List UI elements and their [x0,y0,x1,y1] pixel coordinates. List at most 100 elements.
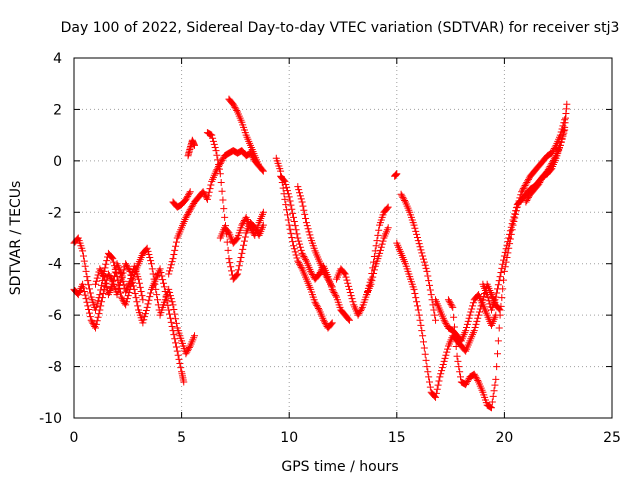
data-point [298,198,306,206]
data-point [171,335,179,343]
data-point [420,344,428,352]
data-point [84,277,92,285]
data-point [344,279,352,287]
data-point [102,260,110,268]
y-tick-label: -4 [48,257,62,273]
data-point [326,278,334,286]
data-point [327,320,335,328]
data-point [282,201,290,209]
data-point [325,277,333,285]
data-point [467,308,475,316]
data-point [160,283,168,291]
data-point [522,180,530,188]
data-point [453,352,461,360]
data-point [184,192,192,200]
data-point [191,332,199,340]
data-point [419,255,427,263]
data-point [123,295,131,303]
data-point [466,311,474,319]
data-point [469,302,477,310]
data-point [296,192,304,200]
data-point [174,351,182,359]
data-point [301,254,309,262]
data-point [153,296,161,304]
data-point [286,225,294,233]
data-point [167,261,175,269]
data-point [373,237,381,245]
data-point [345,282,353,290]
x-axis-label: GPS time / hours [281,459,398,475]
data-point [302,256,310,264]
data-point [200,189,208,197]
data-point [314,303,322,311]
data-point [241,233,249,241]
data-point [349,298,357,306]
data-point [497,302,505,310]
data-point [98,294,106,302]
data-point [93,317,101,325]
data-point [525,193,533,201]
data-point [290,242,298,250]
x-tick-label: 20 [495,430,513,446]
data-point [98,281,106,289]
data-point [442,319,450,327]
data-point [297,195,305,203]
data-point [290,245,298,253]
data-point [549,156,557,164]
data-point [92,277,100,285]
data-point [507,223,515,231]
data-point [168,298,176,306]
data-point [438,364,446,372]
data-point [508,220,516,228]
data-point [227,263,235,271]
data-point [137,287,145,295]
data-point [166,264,174,272]
data-point [415,240,423,248]
data-point [284,216,292,224]
data-point [470,370,478,378]
data-point [92,320,100,328]
data-point [399,193,407,201]
chart-title: Day 100 of 2022, Sidereal Day-to-day VTE… [61,20,620,36]
data-point [450,313,458,321]
data-point [159,276,167,284]
data-point [483,291,491,299]
data-point [420,258,428,266]
data-point [383,204,391,212]
data-point [328,319,336,327]
data-point [322,272,330,280]
y-tick-label: 0 [53,154,62,170]
data-point [206,185,214,193]
data-point [170,331,178,339]
data-point [201,191,209,199]
data-point [474,314,482,322]
data-point [437,370,445,378]
data-point [327,281,335,289]
data-point [166,310,174,318]
data-point [172,238,180,246]
data-point [287,229,295,237]
data-point [153,291,161,299]
data-point [169,255,177,263]
data-point [298,249,306,257]
data-point [88,318,96,326]
data-point [384,224,392,232]
data-point [323,274,331,282]
data-point [472,320,480,328]
data-point [557,138,565,146]
data-point [463,377,471,385]
data-point [470,327,478,335]
data-point [499,260,507,268]
data-point [219,196,227,204]
data-point [173,347,181,355]
data-point [284,190,292,198]
data-point [283,184,291,192]
data-point [135,279,143,287]
data-point [329,287,337,295]
data-point [168,258,176,266]
data-point [559,131,567,139]
data-point [99,271,107,279]
data-point [368,269,376,277]
data-point [551,153,559,161]
data-point [424,272,432,280]
